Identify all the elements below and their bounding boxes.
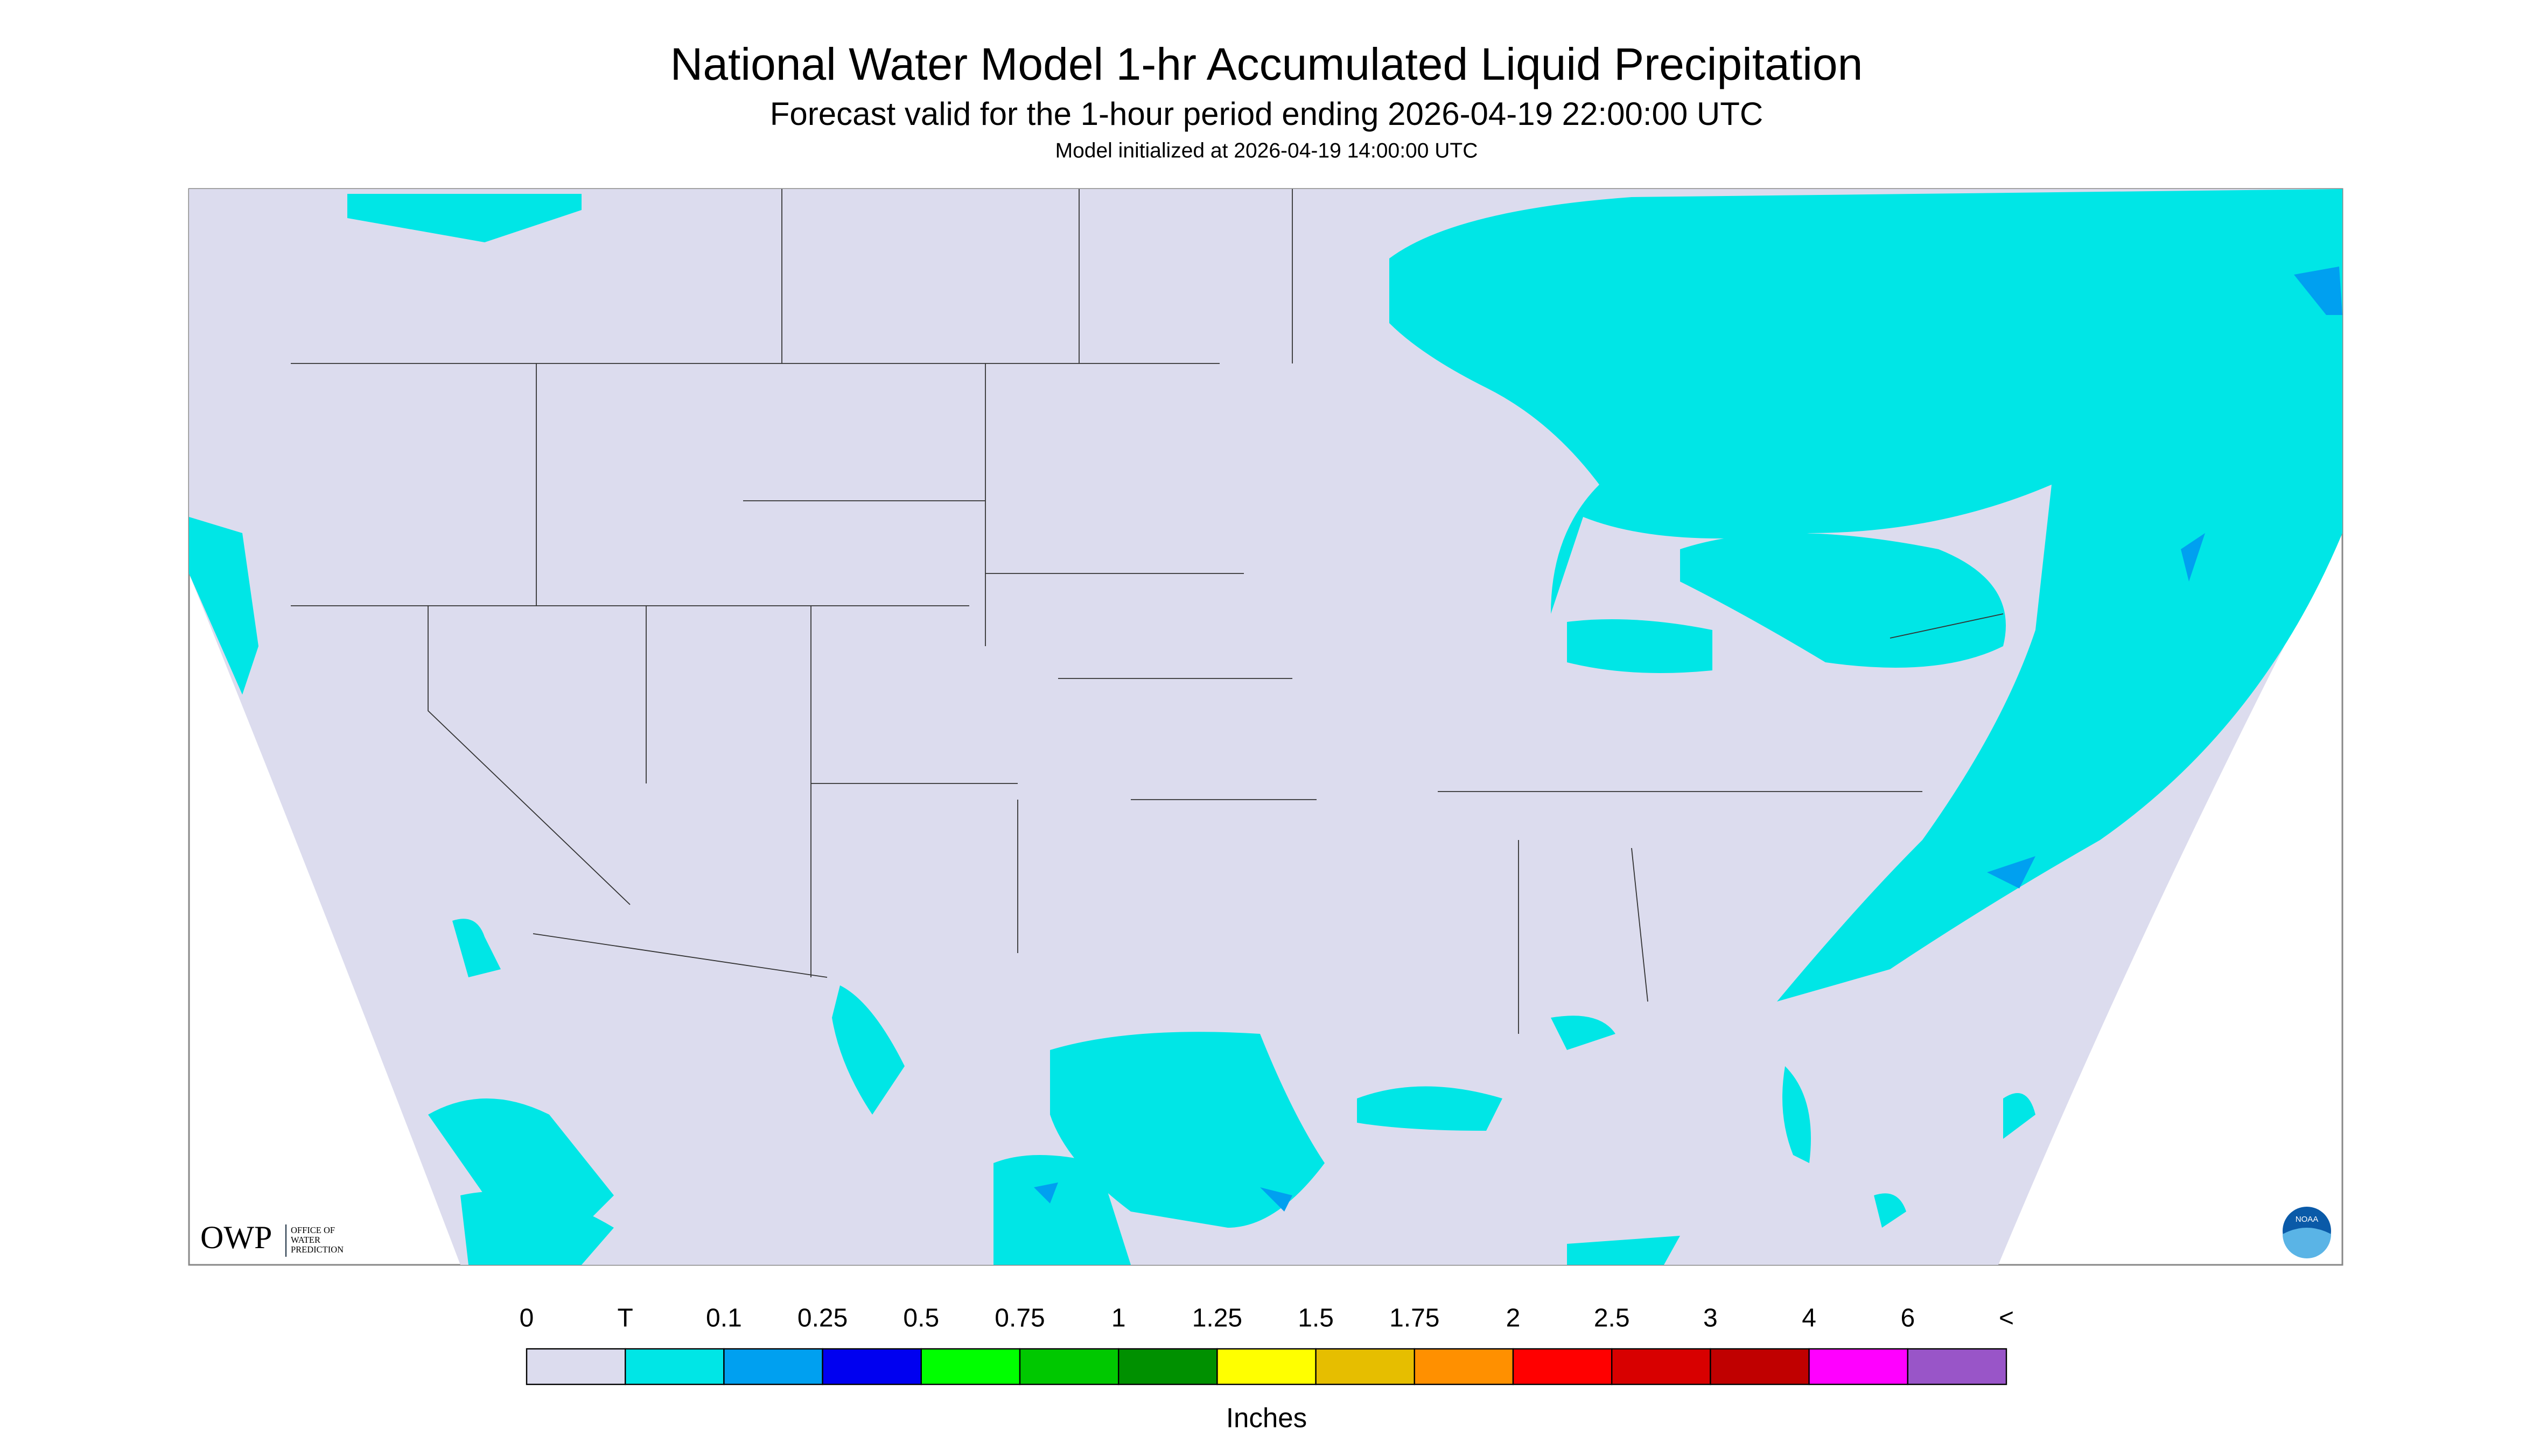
owp-letters: OWP xyxy=(200,1220,272,1255)
legend-swatch xyxy=(1315,1348,1415,1385)
legend-swatch xyxy=(526,1348,626,1385)
legend-swatch xyxy=(1512,1348,1613,1385)
legend-label: 1.25 xyxy=(1192,1304,1242,1333)
precip-trace xyxy=(189,189,2342,1265)
noaa-text: NOAA xyxy=(2296,1215,2319,1224)
owp-name: PREDICTION xyxy=(291,1244,344,1255)
owp-logo: OWP OFFICE OF WATER PREDICTION xyxy=(200,1220,344,1257)
legend-label: 2.5 xyxy=(1594,1304,1630,1333)
subtitle: Forecast valid for the 1-hour period end… xyxy=(770,96,1763,132)
legend-label: 1 xyxy=(1111,1304,1126,1333)
legend-swatch xyxy=(723,1348,823,1385)
legend-label: 0.75 xyxy=(995,1304,1045,1333)
legend-label: 1.5 xyxy=(1298,1304,1334,1333)
legend-swatch xyxy=(1118,1348,1218,1385)
legend-swatch xyxy=(1611,1348,1711,1385)
legend-label: 0.1 xyxy=(706,1304,742,1333)
legend-swatch xyxy=(1019,1348,1119,1385)
legend-swatch xyxy=(1808,1348,1909,1385)
legend-label: 0 xyxy=(520,1304,534,1333)
legend-label: 2 xyxy=(1506,1304,1521,1333)
legend-swatch xyxy=(1414,1348,1514,1385)
borders xyxy=(291,189,2004,1034)
legend-unit: Inches xyxy=(1226,1402,1307,1433)
legend-label: 6 xyxy=(1900,1304,1915,1333)
legend-label: < xyxy=(1999,1304,2014,1333)
legend-label: 1.75 xyxy=(1389,1304,1439,1333)
init-time: Model initialized at 2026-04-19 14:00:00… xyxy=(1055,139,1478,162)
legend-swatch xyxy=(1216,1348,1317,1385)
legend-swatch xyxy=(920,1348,1021,1385)
legend-swatch xyxy=(1710,1348,1810,1385)
legend-label: 0.25 xyxy=(797,1304,848,1333)
legend-swatch xyxy=(1907,1348,2007,1385)
noaa-logo: NOAA xyxy=(2283,1207,2331,1259)
legend-label: T xyxy=(618,1304,633,1333)
legend: 0 T 0.1 0.25 0.5 0.75 1 1.25 1.5 1.75 2 2.5 3 4 6 < xyxy=(520,1304,2014,1385)
precip-light xyxy=(1034,267,2342,1212)
legend-label: 0.5 xyxy=(903,1304,939,1333)
legend-swatch xyxy=(625,1348,725,1385)
map: OWP OFFICE OF WATER PREDICTION NOAA xyxy=(188,188,2343,1266)
legend-label: 3 xyxy=(1703,1304,1718,1333)
legend-label: 4 xyxy=(1802,1304,1816,1333)
owp-name: OFFICE OF xyxy=(291,1225,335,1235)
title: National Water Model 1-hr Accumulated Li… xyxy=(670,39,1863,89)
legend-swatch xyxy=(822,1348,922,1385)
owp-name: WATER xyxy=(291,1235,320,1245)
